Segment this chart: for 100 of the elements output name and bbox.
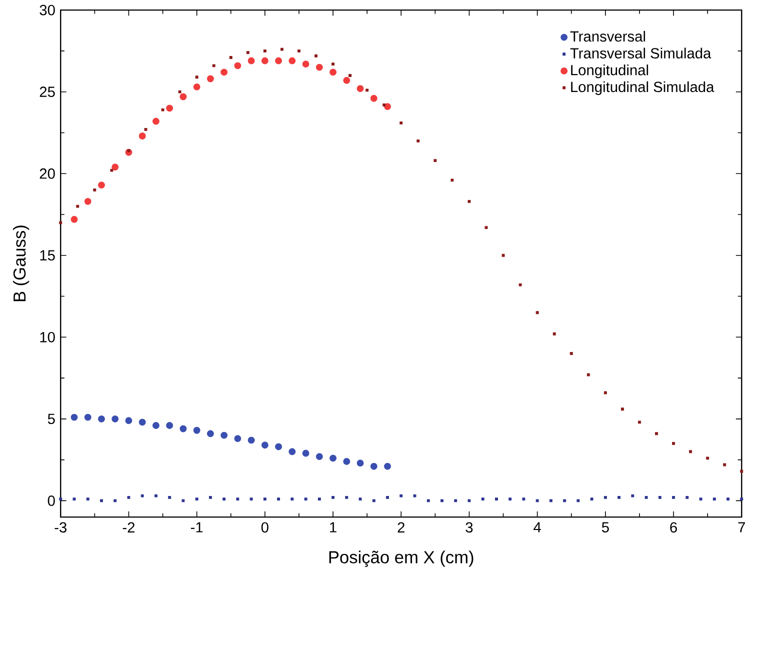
point bbox=[208, 496, 212, 500]
x-axis-title: Posição em X (cm) bbox=[329, 550, 474, 568]
point bbox=[166, 104, 174, 112]
x-tick-label: 3 bbox=[466, 522, 473, 533]
point bbox=[740, 470, 744, 473]
point bbox=[740, 498, 744, 501]
legend-label: Transversal bbox=[570, 31, 646, 42]
point bbox=[263, 498, 266, 501]
point bbox=[206, 76, 214, 82]
point bbox=[140, 494, 144, 498]
point bbox=[193, 84, 200, 91]
y-tick-label: 20 bbox=[40, 168, 55, 180]
point bbox=[332, 496, 334, 500]
x-tick-label: 5 bbox=[602, 522, 609, 533]
point bbox=[699, 498, 702, 501]
point bbox=[330, 454, 336, 462]
point bbox=[229, 56, 232, 60]
point bbox=[86, 498, 90, 501]
point bbox=[689, 450, 692, 454]
point bbox=[631, 494, 634, 498]
point bbox=[59, 221, 62, 224]
point bbox=[345, 496, 348, 500]
point bbox=[382, 104, 386, 107]
point bbox=[536, 311, 539, 314]
x-tick-label: 1 bbox=[330, 522, 336, 533]
point bbox=[93, 188, 96, 192]
point bbox=[384, 103, 391, 110]
point bbox=[686, 496, 689, 500]
point bbox=[290, 498, 294, 501]
point bbox=[604, 496, 607, 500]
point bbox=[426, 499, 430, 502]
point bbox=[343, 77, 350, 84]
point bbox=[570, 352, 573, 356]
point bbox=[112, 416, 119, 423]
y-tick-label: 15 bbox=[40, 250, 55, 261]
point bbox=[440, 499, 444, 502]
point bbox=[220, 432, 228, 439]
point bbox=[549, 499, 552, 502]
point bbox=[248, 436, 255, 444]
point bbox=[212, 64, 216, 68]
point bbox=[536, 499, 539, 502]
point bbox=[356, 460, 364, 467]
point bbox=[384, 463, 391, 470]
point bbox=[330, 68, 336, 76]
point bbox=[98, 182, 105, 189]
point bbox=[152, 118, 160, 125]
point bbox=[358, 498, 362, 501]
point bbox=[263, 50, 266, 53]
point bbox=[590, 498, 594, 501]
point bbox=[288, 448, 296, 456]
point bbox=[468, 200, 471, 204]
point bbox=[59, 498, 62, 501]
point bbox=[413, 494, 416, 498]
point bbox=[182, 499, 185, 502]
point bbox=[644, 496, 648, 500]
point bbox=[316, 453, 323, 460]
point bbox=[76, 205, 80, 208]
point bbox=[618, 496, 621, 500]
point bbox=[658, 496, 662, 500]
point bbox=[318, 498, 321, 501]
point bbox=[366, 88, 369, 92]
point bbox=[297, 50, 300, 53]
point bbox=[712, 498, 716, 501]
point bbox=[277, 498, 280, 501]
point bbox=[114, 499, 117, 502]
point bbox=[655, 432, 658, 436]
point bbox=[386, 496, 389, 500]
point bbox=[70, 216, 78, 224]
point bbox=[100, 499, 103, 502]
point bbox=[168, 496, 172, 500]
point bbox=[98, 416, 105, 423]
point bbox=[370, 463, 378, 470]
x-tick-label: -2 bbox=[122, 522, 135, 533]
point bbox=[304, 498, 308, 501]
legend-label: Longitudinal bbox=[571, 64, 648, 78]
point bbox=[370, 95, 378, 102]
legend-label: Longitudinal Simulada bbox=[571, 82, 714, 96]
point bbox=[250, 498, 253, 501]
point bbox=[84, 198, 92, 206]
point bbox=[434, 159, 437, 162]
point bbox=[195, 76, 198, 79]
point bbox=[372, 499, 376, 502]
point bbox=[261, 58, 268, 64]
point bbox=[586, 374, 590, 376]
point bbox=[166, 422, 174, 430]
point bbox=[195, 498, 198, 501]
point bbox=[112, 164, 119, 171]
point bbox=[193, 427, 200, 434]
point bbox=[125, 417, 132, 424]
point bbox=[563, 499, 566, 502]
x-tick-label: -1 bbox=[190, 522, 203, 533]
point bbox=[261, 442, 268, 449]
point bbox=[138, 132, 146, 140]
point bbox=[144, 128, 148, 132]
point bbox=[316, 64, 323, 72]
point bbox=[302, 60, 310, 68]
point bbox=[494, 498, 498, 501]
point bbox=[576, 499, 580, 502]
point bbox=[604, 392, 607, 394]
point bbox=[275, 444, 282, 450]
